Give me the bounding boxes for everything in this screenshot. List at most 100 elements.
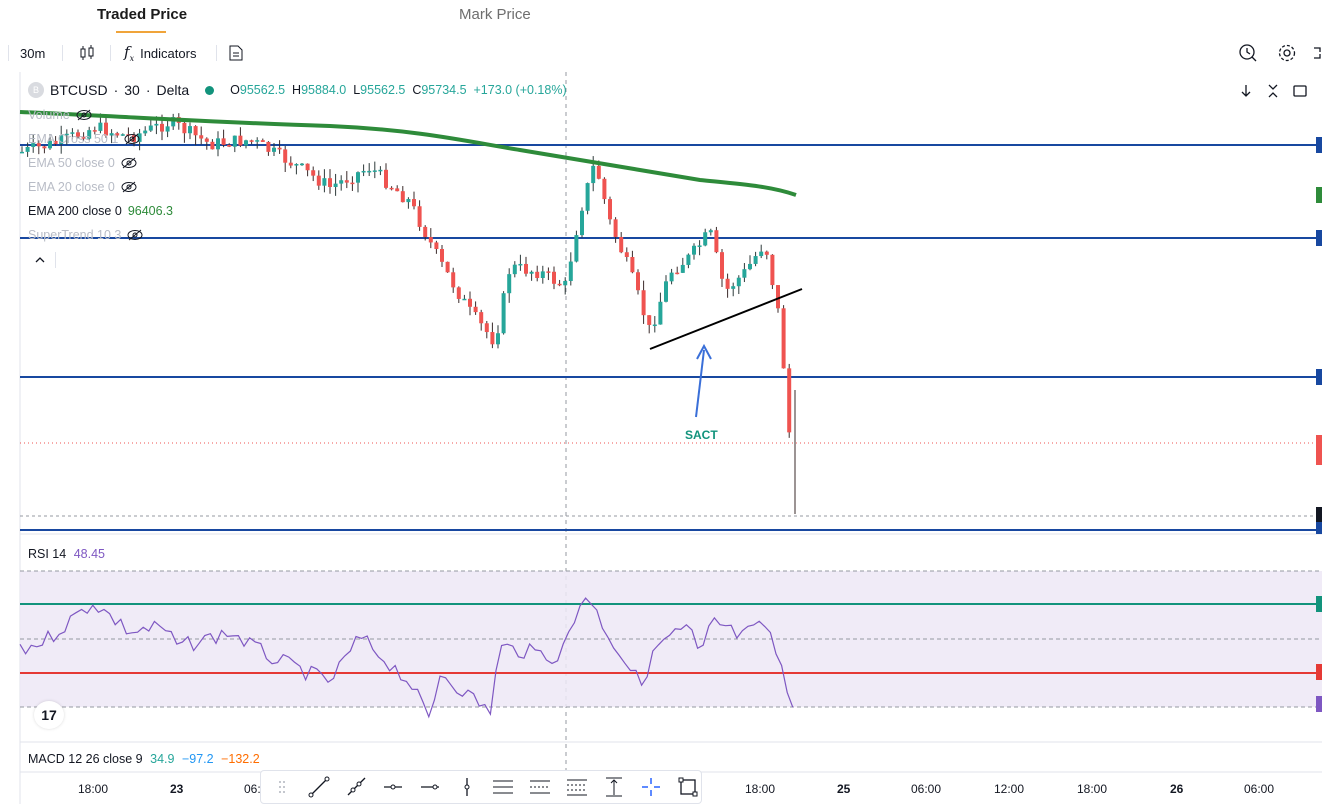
rsi-value: 48.45	[73, 547, 105, 561]
price-chart[interactable]: SACT	[0, 72, 1322, 804]
indicators-label: Indicators	[140, 45, 197, 61]
eye-hidden-icon[interactable]	[121, 181, 137, 193]
collapse-legend-button[interactable]	[34, 252, 56, 268]
eye-hidden-icon[interactable]	[127, 229, 143, 241]
candle-body	[283, 149, 288, 163]
annotation-arrow[interactable]	[695, 349, 705, 418]
candle-body	[546, 271, 551, 273]
candle-body	[787, 368, 792, 433]
candle-body	[714, 230, 719, 253]
macd-label: MACD 12 26 close 9	[28, 752, 143, 766]
ray-tool-icon[interactable]	[343, 773, 370, 801]
maximize-pane-icon[interactable]	[1291, 82, 1309, 100]
candle-body	[350, 182, 355, 185]
indicator-ema-50[interactable]: EMA 50 close 0	[28, 156, 137, 170]
interval-button[interactable]: 30m	[20, 45, 46, 61]
candle-body	[748, 263, 752, 270]
candle-body	[636, 272, 640, 291]
candle-body	[540, 271, 545, 278]
indicator-supertrend[interactable]: SuperTrend 10 3	[28, 228, 143, 242]
candle-body	[238, 135, 243, 146]
rsi-legend[interactable]: RSI 14 48.45	[28, 547, 105, 561]
price-tag	[1316, 137, 1322, 153]
chart-toolbar: 30m fx Indicators	[0, 34, 1322, 72]
drag-handle-icon[interactable]	[269, 773, 296, 801]
toolbar-divider	[62, 45, 63, 61]
candle-body	[675, 272, 680, 275]
candle-body	[210, 141, 215, 150]
candle-body	[395, 188, 400, 192]
candle-body	[384, 169, 388, 188]
notes-icon[interactable]	[229, 43, 243, 63]
crosshair-tool-icon[interactable]	[637, 773, 664, 801]
candle-body	[277, 147, 282, 150]
indicators-button[interactable]: fx Indicators	[124, 43, 196, 63]
candle-body	[692, 245, 696, 255]
price-tag	[1316, 696, 1322, 712]
candle-body	[484, 323, 489, 333]
settings-gear-icon[interactable]	[1277, 43, 1297, 63]
annotation-label[interactable]: SACT	[685, 428, 718, 442]
eye-hidden-icon[interactable]	[124, 133, 140, 145]
tradingview-logo-icon[interactable]: 17	[34, 701, 64, 729]
candle-body	[647, 315, 652, 325]
chart-area[interactable]: SACT B BTCUSD · 30 · Delta O95562.5 H958…	[0, 72, 1322, 804]
toolbar-divider	[110, 45, 111, 61]
rectangle-tool-icon[interactable]	[674, 773, 701, 801]
collapse-pane-icon[interactable]	[1264, 82, 1282, 100]
regression-channel-tool-icon[interactable]	[527, 773, 554, 801]
candle-body	[255, 140, 260, 142]
scroll-down-icon[interactable]	[1237, 82, 1255, 100]
rsi-line[interactable]	[19, 597, 794, 719]
chevron-up-icon	[35, 257, 45, 263]
candle-body	[585, 183, 590, 211]
candle-body	[137, 133, 142, 142]
candle-body	[109, 133, 114, 136]
candle-body	[300, 163, 304, 166]
candle-body	[87, 130, 92, 139]
candle-body	[81, 136, 86, 139]
trendline[interactable]	[649, 288, 803, 350]
rsi-label: RSI 14	[28, 547, 67, 561]
indicator-ema-200[interactable]: EMA 200 close 0 96406.3	[28, 204, 173, 218]
candle-body	[619, 236, 624, 253]
price-tag	[1316, 369, 1322, 385]
indicator-ema-cross[interactable]: EMA Cross 50 1	[28, 132, 140, 146]
symbol-legend[interactable]: B BTCUSD · 30 · Delta O95562.5 H95884.0 …	[28, 82, 567, 98]
candle-body	[680, 264, 685, 273]
price-range-tool-icon[interactable]	[600, 773, 627, 801]
candle-body	[316, 175, 321, 186]
trend-line-tool-icon[interactable]	[306, 773, 333, 801]
fib-retracement-tool-icon[interactable]	[564, 773, 591, 801]
candle-body	[356, 172, 360, 183]
candle-body	[339, 180, 344, 184]
candle-body	[378, 169, 383, 172]
horizontal-line-tool-icon[interactable]	[416, 773, 443, 801]
parallel-channel-tool-icon[interactable]	[490, 773, 517, 801]
alert-clock-icon[interactable]	[1238, 43, 1258, 63]
candle-body	[518, 263, 523, 266]
candle-body	[434, 242, 439, 249]
macd-legend[interactable]: MACD 12 26 close 9 34.9 −97.2 −132.2	[28, 752, 260, 766]
candle-body	[92, 130, 97, 132]
price-tag	[1316, 522, 1322, 534]
toolbar-divider	[216, 45, 217, 61]
candle-type-icon[interactable]	[78, 43, 96, 63]
candle-body	[344, 180, 349, 183]
indicator-volume[interactable]: Volume	[28, 108, 92, 122]
fullscreen-icon[interactable]	[1314, 43, 1322, 63]
eye-hidden-icon[interactable]	[76, 109, 92, 121]
tab-mark-price[interactable]: Mark Price	[459, 6, 531, 23]
indicator-ema-20[interactable]: EMA 20 close 0	[28, 180, 137, 194]
tab-traded-price[interactable]: Traded Price	[97, 6, 188, 23]
candle-body	[496, 333, 500, 345]
candle-body	[115, 133, 120, 136]
function-icon: fx	[124, 43, 135, 63]
vertical-line-tool-icon[interactable]	[453, 773, 480, 801]
horizontal-ray-tool-icon[interactable]	[379, 773, 406, 801]
ema-200-line[interactable]	[19, 110, 797, 197]
eye-hidden-icon[interactable]	[121, 157, 137, 169]
candle-body	[529, 271, 534, 274]
candle-body	[736, 277, 741, 287]
market-status-icon	[205, 85, 215, 95]
